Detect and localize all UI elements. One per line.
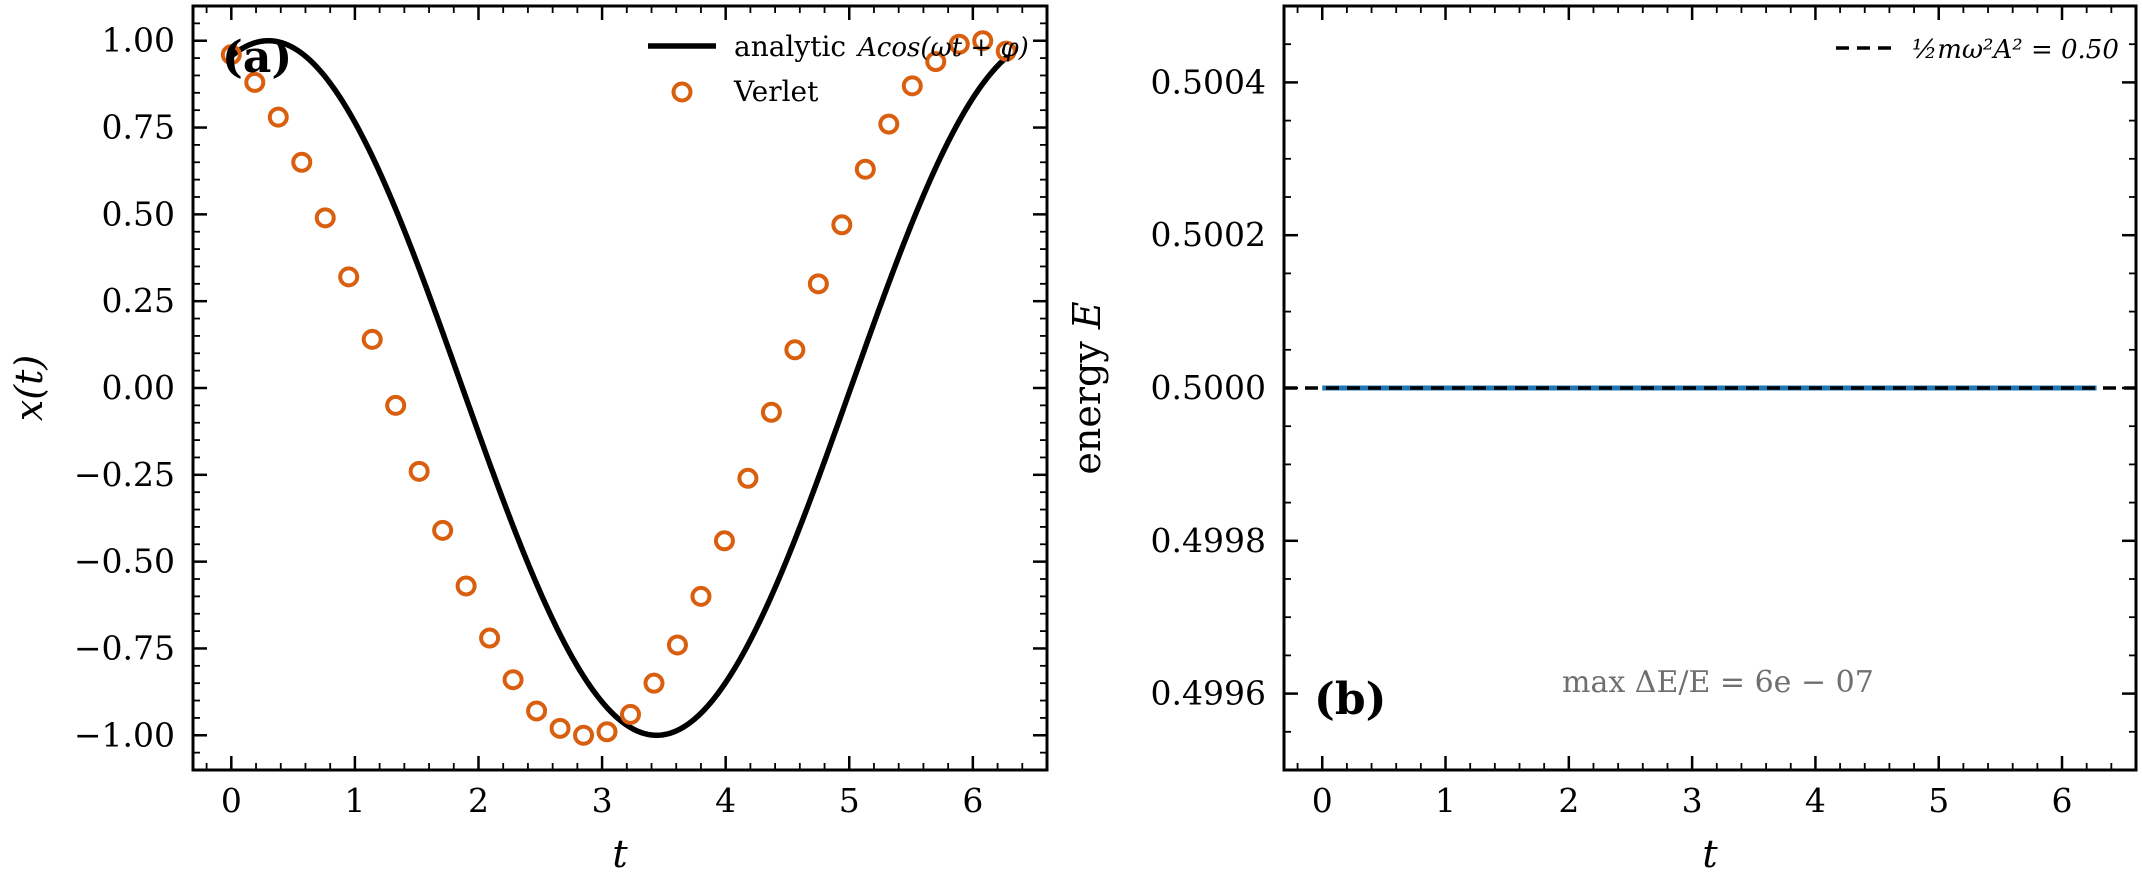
y-tick-label: 0.5002 xyxy=(1151,215,1266,254)
panel-a: 0 1 2 3 4 5 6 1.00 0.75 0.50 0.25 0.00 −0.25 −0.50 −0.… xyxy=(7,4,1049,876)
verlet-point xyxy=(479,627,501,649)
verlet-point xyxy=(385,394,407,416)
verlet-point xyxy=(713,530,735,552)
legend-label-verlet: Verlet xyxy=(733,75,819,108)
verlet-point xyxy=(549,717,571,739)
verlet-point xyxy=(526,700,548,722)
x-tick-label: 6 xyxy=(962,781,983,820)
x-tick-label: 1 xyxy=(1435,781,1456,820)
legend-label-analytic: analytic xyxy=(734,30,846,63)
energy-drift-annotation: max ΔE/E = 6e − 07 xyxy=(1562,665,1874,700)
panel-label: (b) xyxy=(1314,674,1386,725)
y-tick-label: −0.50 xyxy=(74,542,175,581)
x-tick-label: 4 xyxy=(715,781,736,820)
y-tick-label: 0.5004 xyxy=(1151,62,1266,101)
x-axis-label: t xyxy=(1702,832,1718,876)
y-tick-label: 0.00 xyxy=(102,368,175,407)
x-tick-label: 5 xyxy=(839,781,860,820)
verlet-point xyxy=(596,721,618,743)
verlet-point xyxy=(972,30,994,52)
x-tick-label: 4 xyxy=(1805,781,1826,820)
x-axis-label: t xyxy=(612,832,628,876)
verlet-point xyxy=(995,40,1017,62)
verlet-point xyxy=(220,44,242,66)
y-tick-label: 0.4996 xyxy=(1151,674,1266,713)
verlet-point xyxy=(737,467,759,489)
verlet-point xyxy=(784,339,806,361)
x-tick-label: 2 xyxy=(468,781,489,820)
verlet-point xyxy=(244,71,266,93)
y-tick-label: 0.50 xyxy=(102,194,175,233)
y-axis-label-math: E xyxy=(1065,301,1109,330)
verlet-point xyxy=(267,106,289,128)
x-tick-label: 6 xyxy=(2052,781,2073,820)
y-tick-label: 0.4998 xyxy=(1151,521,1266,560)
y-tick-label: −0.75 xyxy=(74,628,175,667)
verlet-point xyxy=(807,273,829,295)
y-tick-label: 0.75 xyxy=(102,108,175,147)
x-tick-label: 5 xyxy=(1928,781,1949,820)
verlet-point xyxy=(643,672,665,694)
verlet-point xyxy=(502,669,524,691)
verlet-point xyxy=(901,75,923,97)
analytic-curve xyxy=(229,37,1010,739)
y-tick-label: 0.25 xyxy=(102,281,175,320)
legend-label-reference: ½mω²A² = 0.50 xyxy=(1912,35,2119,65)
legend-swatch-verlet xyxy=(671,81,693,103)
y-axis-label: x(t) xyxy=(7,355,51,421)
verlet-point xyxy=(925,51,947,73)
verlet-point xyxy=(408,460,430,482)
panel-label: (a) xyxy=(222,32,292,83)
verlet-point xyxy=(432,519,454,541)
panel-b: 0 1 2 3 4 5 6 0.5004 0.5002 0.5000 0.4998 0.4996 t en… xyxy=(1065,4,2138,876)
plot-frame xyxy=(191,4,1049,772)
verlet-point xyxy=(361,328,383,350)
x-tick-label: 3 xyxy=(592,781,613,820)
verlet-point xyxy=(666,634,688,656)
x-tick-label: 3 xyxy=(1682,781,1703,820)
verlet-point xyxy=(760,401,782,423)
x-tick-label: 0 xyxy=(221,781,242,820)
x-tick-label: 0 xyxy=(1312,781,1333,820)
verlet-point xyxy=(620,703,642,725)
verlet-point xyxy=(338,266,360,288)
y-tick-label: −1.00 xyxy=(74,715,175,754)
verlet-point xyxy=(690,585,712,607)
y-tick-label: 1.00 xyxy=(102,21,175,60)
legend-math-analytic: Acos(ωt + φ) xyxy=(856,33,1029,63)
y-tick-label: −0.25 xyxy=(74,455,175,494)
verlet-point xyxy=(573,724,595,746)
verlet-point xyxy=(455,575,477,597)
verlet-point xyxy=(831,214,853,236)
verlet-point xyxy=(314,207,336,229)
verlet-point xyxy=(291,151,313,173)
verlet-point xyxy=(854,158,876,180)
verlet-point xyxy=(948,33,970,55)
x-tick-label: 1 xyxy=(344,781,365,820)
x-tick-label: 2 xyxy=(1558,781,1579,820)
y-axis-label: energy E xyxy=(1065,301,1109,475)
y-tick-label: 0.5000 xyxy=(1151,368,1266,407)
verlet-point xyxy=(878,113,900,135)
y-axis-label-text: energy xyxy=(1065,329,1109,475)
